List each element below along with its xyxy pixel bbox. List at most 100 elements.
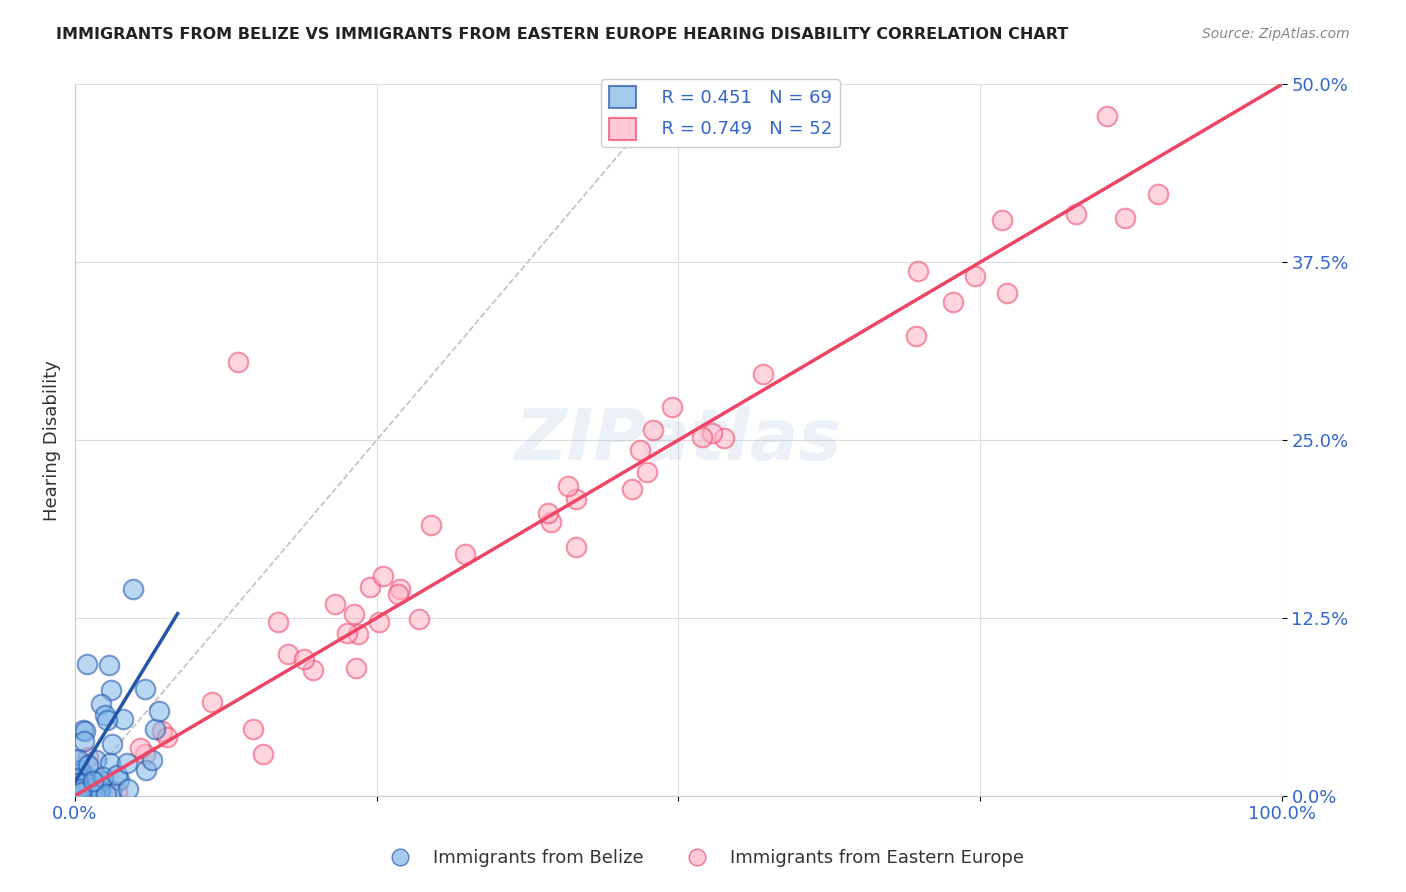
Point bbox=[65, 788, 87, 802]
Point bbox=[84, 782, 107, 797]
Point bbox=[77, 782, 100, 797]
Point bbox=[84, 788, 107, 802]
Point bbox=[90, 697, 112, 711]
Point bbox=[343, 607, 366, 621]
Point bbox=[201, 695, 224, 709]
Point bbox=[79, 779, 101, 793]
Point bbox=[347, 627, 370, 641]
Point bbox=[963, 268, 986, 283]
Point bbox=[141, 753, 163, 767]
Point bbox=[148, 704, 170, 718]
Point bbox=[242, 722, 264, 736]
Point bbox=[105, 768, 128, 782]
Point bbox=[66, 778, 89, 792]
Point bbox=[368, 615, 391, 630]
Point bbox=[69, 782, 91, 797]
Point bbox=[69, 781, 91, 796]
Point bbox=[128, 741, 150, 756]
Point bbox=[387, 587, 409, 601]
Point bbox=[66, 764, 89, 779]
Point bbox=[150, 724, 173, 739]
Point bbox=[371, 569, 394, 583]
Point bbox=[75, 774, 97, 789]
Point bbox=[77, 750, 100, 764]
Point bbox=[277, 647, 299, 661]
Point bbox=[84, 753, 107, 767]
Point bbox=[100, 784, 122, 798]
Point bbox=[700, 425, 723, 440]
Point bbox=[408, 611, 430, 625]
Point bbox=[641, 423, 664, 437]
Point bbox=[65, 753, 87, 767]
Point bbox=[91, 770, 114, 784]
Point bbox=[336, 625, 359, 640]
Point bbox=[67, 781, 90, 796]
Point bbox=[76, 657, 98, 672]
Point bbox=[942, 295, 965, 310]
Point bbox=[80, 780, 103, 794]
Point bbox=[80, 788, 103, 802]
Point bbox=[134, 747, 156, 762]
Point bbox=[72, 723, 94, 737]
Point bbox=[565, 492, 588, 507]
Point bbox=[1095, 109, 1118, 123]
Point bbox=[76, 774, 98, 789]
Point bbox=[73, 734, 96, 748]
Point bbox=[77, 757, 100, 772]
Point bbox=[907, 264, 929, 278]
Point bbox=[75, 724, 97, 739]
Point bbox=[87, 776, 110, 790]
Point bbox=[98, 756, 121, 770]
Point bbox=[135, 763, 157, 777]
Point bbox=[82, 773, 104, 788]
Point bbox=[73, 772, 96, 786]
Legend:   R = 0.451   N = 69,   R = 0.749   N = 52: R = 0.451 N = 69, R = 0.749 N = 52 bbox=[602, 79, 839, 147]
Point bbox=[89, 782, 111, 797]
Point bbox=[156, 731, 179, 745]
Y-axis label: Hearing Disability: Hearing Disability bbox=[44, 359, 60, 521]
Point bbox=[557, 479, 579, 493]
Point bbox=[359, 580, 381, 594]
Point bbox=[134, 681, 156, 696]
Point bbox=[90, 773, 112, 788]
Point bbox=[995, 285, 1018, 300]
Point bbox=[75, 774, 97, 789]
Point bbox=[143, 722, 166, 736]
Point bbox=[991, 212, 1014, 227]
Text: IMMIGRANTS FROM BELIZE VS IMMIGRANTS FROM EASTERN EUROPE HEARING DISABILITY CORR: IMMIGRANTS FROM BELIZE VS IMMIGRANTS FRO… bbox=[56, 27, 1069, 42]
Point bbox=[454, 547, 477, 561]
Point bbox=[117, 781, 139, 796]
Point bbox=[117, 756, 139, 771]
Point bbox=[96, 787, 118, 801]
Point bbox=[77, 777, 100, 791]
Point bbox=[94, 708, 117, 723]
Point bbox=[628, 443, 651, 458]
Point bbox=[70, 786, 93, 800]
Point bbox=[96, 713, 118, 727]
Point bbox=[537, 506, 560, 520]
Point bbox=[66, 767, 89, 781]
Point bbox=[1064, 207, 1087, 221]
Point bbox=[252, 747, 274, 762]
Point bbox=[77, 789, 100, 803]
Point bbox=[620, 483, 643, 497]
Point bbox=[540, 515, 562, 529]
Legend: Immigrants from Belize, Immigrants from Eastern Europe: Immigrants from Belize, Immigrants from … bbox=[375, 842, 1031, 874]
Point bbox=[565, 540, 588, 554]
Point bbox=[100, 682, 122, 697]
Point bbox=[65, 788, 87, 802]
Point bbox=[302, 663, 325, 677]
Point bbox=[69, 785, 91, 799]
Point bbox=[904, 329, 927, 343]
Point bbox=[111, 712, 134, 726]
Point bbox=[89, 783, 111, 797]
Point bbox=[82, 774, 104, 789]
Point bbox=[77, 782, 100, 797]
Point bbox=[66, 752, 89, 766]
Point bbox=[105, 785, 128, 799]
Point bbox=[67, 776, 90, 790]
Text: ZIPatlas: ZIPatlas bbox=[515, 406, 842, 475]
Point bbox=[122, 582, 145, 597]
Point bbox=[75, 773, 97, 788]
Point bbox=[77, 781, 100, 796]
